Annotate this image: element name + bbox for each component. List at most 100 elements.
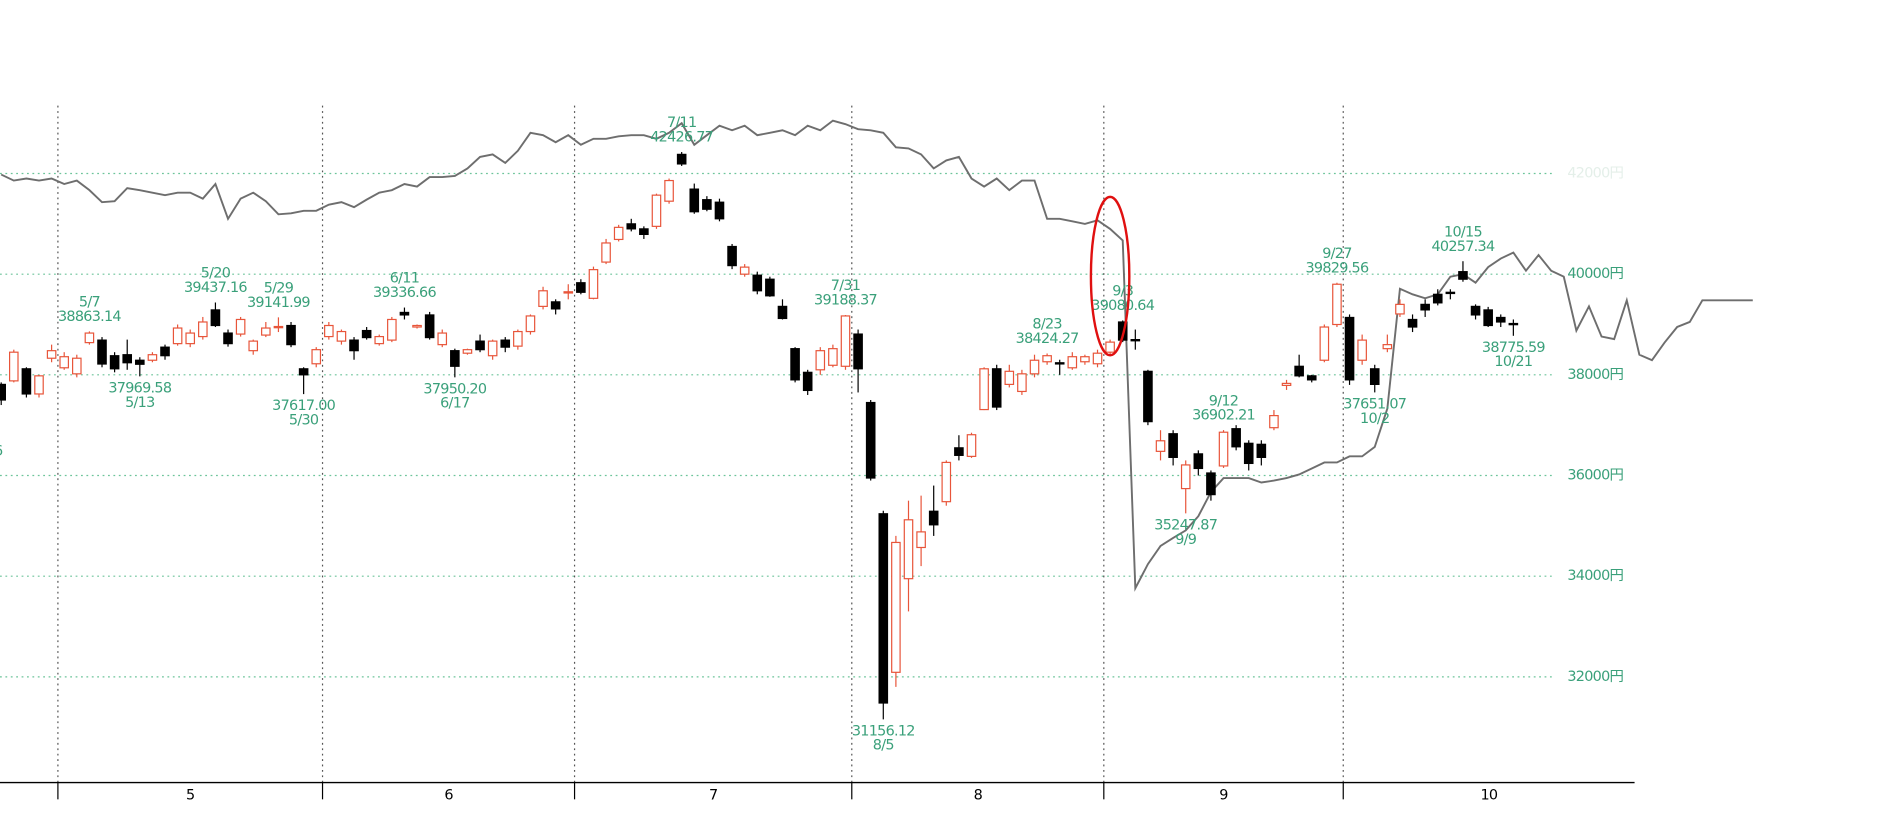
candle-body: [1256, 443, 1267, 458]
candle-body: [576, 282, 586, 293]
candle-body: [954, 447, 964, 456]
candle-body: [513, 330, 523, 347]
annotation-date: 9/27: [1322, 246, 1351, 262]
candle-body: [1369, 368, 1380, 386]
candle-body: [1420, 303, 1430, 311]
candle-body: [550, 301, 561, 310]
candle-body: [1231, 428, 1241, 448]
candle-body: [1180, 464, 1191, 490]
candle-body: [412, 324, 422, 328]
candle-body: [752, 274, 763, 292]
candle-body: [387, 318, 397, 341]
annotation-value: 38424.27: [1016, 331, 1079, 347]
candle-body: [135, 359, 145, 365]
candle-body: [790, 348, 800, 381]
candle-body: [1243, 442, 1254, 465]
candle-body: [727, 245, 737, 267]
annotation-value: 37950.20: [423, 381, 486, 397]
candle-body: [1508, 322, 1519, 326]
edge-label: 06: [0, 443, 3, 459]
candle-body: [109, 355, 120, 370]
grid-layer: [0, 105, 1555, 800]
candle-body: [878, 513, 889, 704]
candle-body: [1029, 359, 1040, 375]
candle-body: [1458, 271, 1468, 280]
candle-body: [891, 541, 901, 673]
y-tick-label: 38000円: [1567, 367, 1623, 383]
annotation-date: 10/21: [1494, 354, 1532, 370]
candle-body: [979, 368, 989, 411]
y-tick-label: 32000円: [1567, 669, 1623, 685]
candle-body: [1445, 291, 1456, 295]
candle-body: [802, 371, 813, 392]
candle-body: [651, 194, 662, 227]
annotation-value: 38775.59: [1482, 340, 1545, 356]
text-layer: 32000円 34000円 36000円 38000円 40000円 42000円 5 6 7 8…: [58, 115, 1624, 804]
candle-body: [223, 332, 233, 345]
candle-body: [1470, 305, 1481, 316]
candle-body: [273, 325, 284, 329]
annotation-value: 31156.12: [852, 723, 915, 739]
y-tick-label: 34000円: [1567, 568, 1623, 584]
annotation-date: 5/29: [264, 281, 294, 297]
candle-body: [664, 179, 674, 202]
candle-body: [462, 349, 473, 354]
candle-body: [903, 519, 914, 580]
annotation-date: 5/30: [289, 413, 319, 429]
candle-body: [198, 321, 208, 338]
candle-body: [172, 327, 183, 345]
candle-body: [286, 324, 296, 346]
candle-body: [235, 318, 246, 335]
candle-body: [1382, 344, 1393, 350]
x-tick-label: 8: [974, 788, 983, 804]
candle-body: [160, 346, 170, 357]
candle-body: [525, 315, 536, 333]
candle-body: [1130, 339, 1141, 342]
annotation-value: 42426.77: [650, 130, 713, 146]
candle-body: [538, 290, 548, 307]
candle-body: [0, 383, 7, 401]
candle-body: [1143, 370, 1153, 423]
x-tick-label: 7: [709, 788, 717, 804]
annotation-value: 37617.00: [272, 398, 335, 414]
candle-body: [639, 228, 649, 236]
annotation-date: 5/7: [79, 295, 100, 311]
candle-body: [21, 368, 32, 395]
annotation-value: 37651.07: [1343, 396, 1406, 412]
candle-body: [210, 309, 221, 327]
candle-body: [1319, 326, 1330, 361]
candle-body: [1344, 316, 1355, 381]
candle-body: [739, 266, 750, 275]
candle-body: [122, 354, 133, 364]
candle-body: [1168, 433, 1178, 458]
candle-body: [1269, 415, 1279, 429]
annotation-value: 39437.16: [184, 280, 247, 296]
annotation-value: 37969.58: [108, 380, 171, 396]
candle-body: [450, 350, 460, 367]
candle-body: [714, 201, 725, 220]
annotation-date: 5/20: [201, 266, 231, 282]
candle-body: [1004, 370, 1015, 386]
candle-body: [941, 461, 952, 503]
candle-body: [1432, 293, 1443, 304]
candle-body: [336, 330, 347, 342]
candle-body: [59, 356, 70, 369]
annotation-date: 10/2: [1360, 411, 1389, 427]
annotation-date: 5/13: [125, 395, 154, 411]
candle-body: [311, 349, 322, 365]
x-tick-label: 10: [1480, 788, 1497, 804]
candle-body: [374, 335, 385, 345]
x-tick-label: 5: [186, 788, 194, 804]
candle-body: [853, 333, 863, 370]
candle-body: [966, 434, 977, 457]
candle-body: [72, 357, 82, 375]
annotation-date: 6/17: [440, 396, 469, 412]
y-tick-label: 40000円: [1567, 266, 1623, 282]
candle-body: [1042, 355, 1052, 363]
annotation-value: 40257.34: [1432, 239, 1495, 255]
candle-body: [324, 324, 334, 338]
candle-body: [1092, 352, 1103, 365]
candle-body: [777, 305, 788, 320]
candle-body: [626, 223, 637, 230]
